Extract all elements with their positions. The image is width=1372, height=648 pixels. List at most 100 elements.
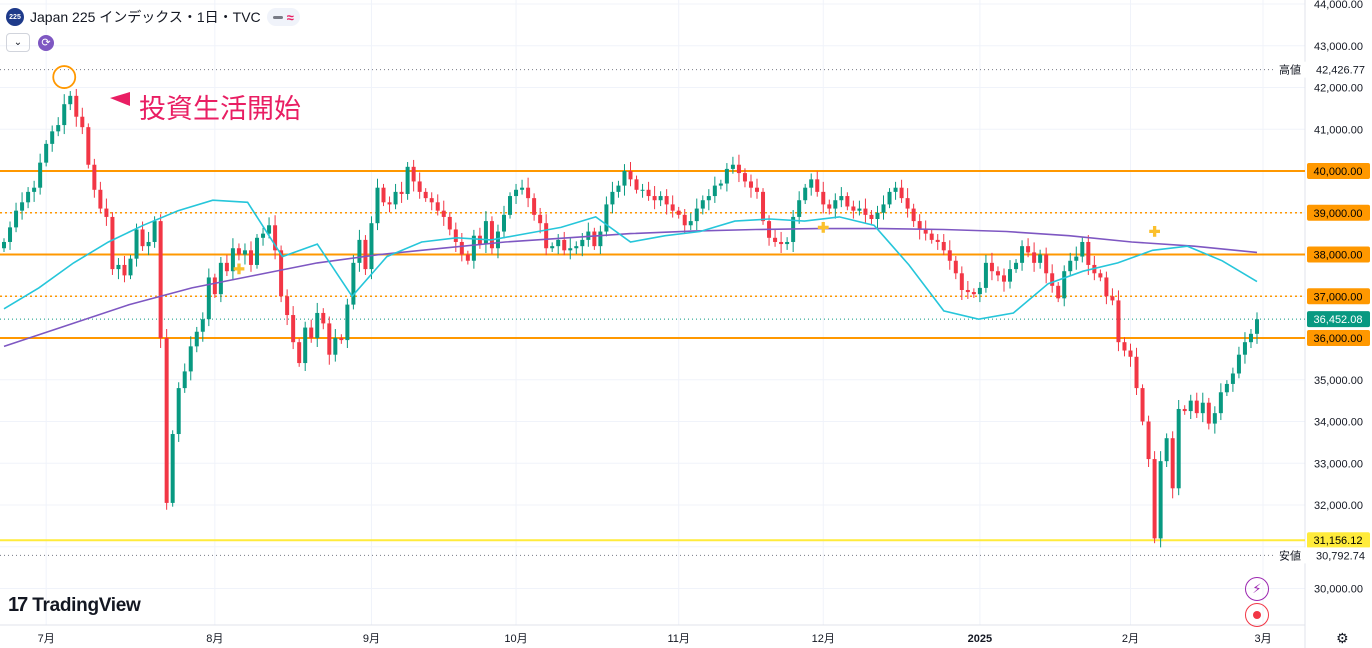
annotation-text: 投資生活開始 [139,94,301,124]
high-tag-bg [1276,61,1370,78]
record-icon[interactable] [1245,603,1269,627]
candle [640,189,645,191]
chart-header: 225 Japan 225 インデックス・1日・TVC ≈ [6,7,300,27]
candle [26,191,31,203]
candle [285,296,290,316]
candle [230,248,235,272]
candle [68,95,73,105]
gear-icon[interactable]: ⚙ [1336,630,1349,646]
x-tick-label: 9月 [363,633,380,645]
candle [622,171,627,186]
candle [405,166,410,194]
candle [550,246,555,249]
candle [556,239,561,247]
level-price-tag-bg [1307,246,1370,263]
candle [1086,241,1091,265]
collapse-toggle[interactable]: ⌄ [6,33,30,52]
candle [14,210,19,228]
candle [712,185,717,197]
level-price-tag: 38,000.00 [1314,250,1363,262]
candle [1110,296,1115,301]
candle [809,179,814,188]
low-tag-bg [1276,547,1370,564]
candle [935,239,940,242]
candle [700,200,705,209]
candle [977,287,982,295]
candle [411,166,416,182]
level-price-tag: 36,000.00 [1314,333,1363,345]
chart-subheader: ⌄ ⟳ [6,33,54,52]
candle [321,312,326,324]
candle [526,187,531,199]
candle [959,273,964,290]
candle [104,208,109,217]
candle [435,202,440,211]
candle [857,208,862,211]
candle [604,204,609,232]
moving-average-long [3,227,1258,348]
candle [905,198,910,209]
last-price-tag: 36,452.08 [1314,314,1363,326]
candle [682,214,687,226]
y-tick-label: 42,000.00 [1314,83,1363,95]
candle [748,181,753,188]
level-price-tag: 40,000.00 [1314,166,1363,178]
candle [483,221,488,245]
candle [929,233,934,240]
x-tick-label: 2月 [1122,633,1139,645]
candle [152,221,157,242]
candle [333,338,338,355]
sync-icon[interactable]: ⟳ [38,34,54,51]
candle [1248,333,1253,343]
candle [989,262,994,272]
candle [1068,260,1073,272]
annotation-arrow [110,92,130,106]
candle [803,187,808,201]
candle [206,277,211,320]
lightning-icon[interactable]: ⚡ [1245,577,1269,601]
moving-average-short [3,199,1258,321]
candle [676,210,681,215]
level-price-tag-bg [1307,288,1370,305]
candle [983,262,988,288]
candle [1158,461,1163,539]
level-price-tag-bg [1307,163,1370,179]
candle [773,237,778,242]
candle [562,239,567,251]
candle [20,202,25,211]
candle [971,292,976,295]
candle [261,233,266,238]
candle [128,258,133,276]
level-price-tag-bg [1307,330,1370,346]
candle [755,187,760,192]
indicator-pill[interactable]: ≈ [266,8,300,26]
candle [471,235,476,261]
y-tick-label: 34,000.00 [1314,417,1363,429]
x-tick-label: 8月 [206,633,223,645]
candle [273,225,278,251]
candle [1170,438,1175,489]
candle [1116,300,1121,343]
candle [267,225,272,234]
candle [423,191,428,199]
candle [501,214,506,232]
candle [1001,275,1006,282]
candle [164,338,169,503]
candle [158,221,163,338]
candle [730,164,735,169]
candle [92,164,97,190]
candle [616,185,621,192]
candle [1122,342,1127,351]
candle [947,250,952,261]
candle [646,189,651,197]
symbol-title[interactable]: Japan 225 インデックス・1日・TVC [30,9,261,25]
candle [1104,277,1109,297]
candle [664,196,669,205]
candle [134,229,139,259]
candle [110,216,115,270]
candle [1134,356,1139,389]
support-price-tag-bg [1307,532,1370,549]
candle [610,191,615,205]
y-tick-label: 41,000.00 [1314,124,1363,136]
